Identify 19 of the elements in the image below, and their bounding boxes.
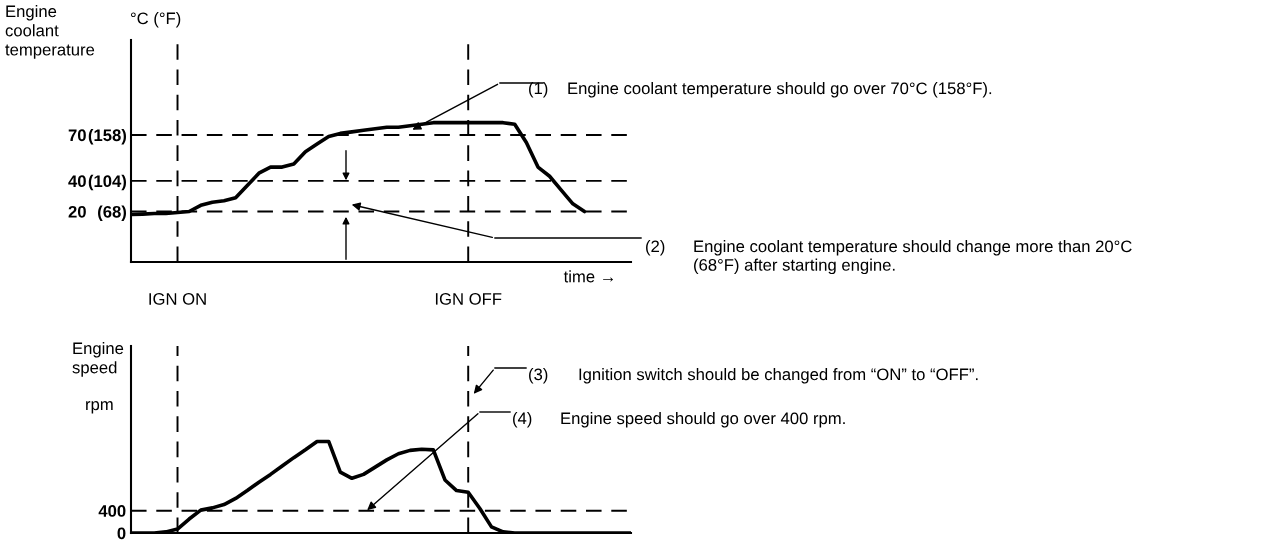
text: (3) Ignition switch should be changed from “ON” to “OFF”. — [529, 368, 978, 384]
x-tick-label: IGN OFF — [435, 293, 502, 305]
y-tick-label: 40 — [68, 175, 86, 188]
text: rpm — [86, 401, 113, 414]
y2-tick-label: (104) — [88, 174, 127, 191]
y2-tick-label: (68) — [98, 205, 127, 221]
text: °C (°F) — [130, 12, 181, 28]
y-tick-label: 0 — [117, 527, 126, 540]
text: (1) Engine coolant temperature should go over 70°C (158°F). — [529, 82, 992, 98]
y-tick-label: 70 — [68, 129, 86, 142]
text: (2) Engine coolant temperature should change more than 20°C (68°F) after starting engine. — [646, 240, 1132, 275]
x-tick-label: IGN ON — [149, 293, 206, 305]
x-axis-title: time → — [563, 270, 613, 283]
text: (4) Engine speed should go over 400 rpm. — [513, 412, 845, 428]
y-tick-label: 400 — [98, 505, 126, 517]
y-tick-label: 20 — [68, 205, 86, 218]
y-axis-title: Engine speed — [72, 342, 124, 377]
y2-tick-label: (158) — [88, 128, 127, 145]
y-axis-title: Engine coolant temperature — [5, 5, 95, 59]
